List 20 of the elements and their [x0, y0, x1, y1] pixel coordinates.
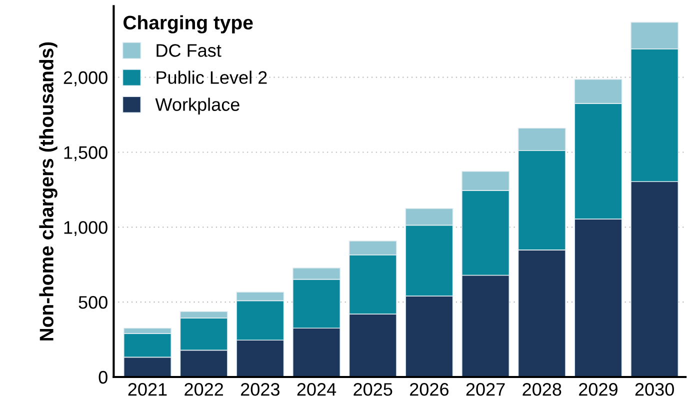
y-tick-label: 2,000: [64, 71, 108, 86]
x-tick-label: 2021: [128, 383, 167, 396]
x-tick-label: 2026: [410, 383, 448, 396]
x-tick-label: 2025: [354, 383, 392, 396]
x-tick-label: 2027: [466, 383, 505, 396]
x-tick-label: 2029: [579, 383, 618, 396]
legend-title: Charging type: [124, 15, 253, 34]
y-tick-label: 0: [98, 370, 108, 384]
x-tick-label: 2030: [635, 383, 674, 396]
y-tick-label: 500: [78, 296, 108, 309]
y-tick-label: 1,000: [64, 221, 108, 236]
x-tick-label: 2022: [184, 383, 224, 396]
x-tick-label: 2024: [297, 383, 336, 396]
legend-label: Public Level 2: [156, 70, 267, 84]
x-tick-label: 2028: [522, 383, 562, 396]
y-tick-label: 1,500: [64, 146, 108, 162]
y-axis-title: Non-home chargers (thousands): [39, 42, 58, 340]
legend-label: Workplace: [155, 98, 240, 115]
legend-label: DC Fast: [156, 44, 222, 57]
x-tick-label: 2023: [241, 383, 280, 396]
